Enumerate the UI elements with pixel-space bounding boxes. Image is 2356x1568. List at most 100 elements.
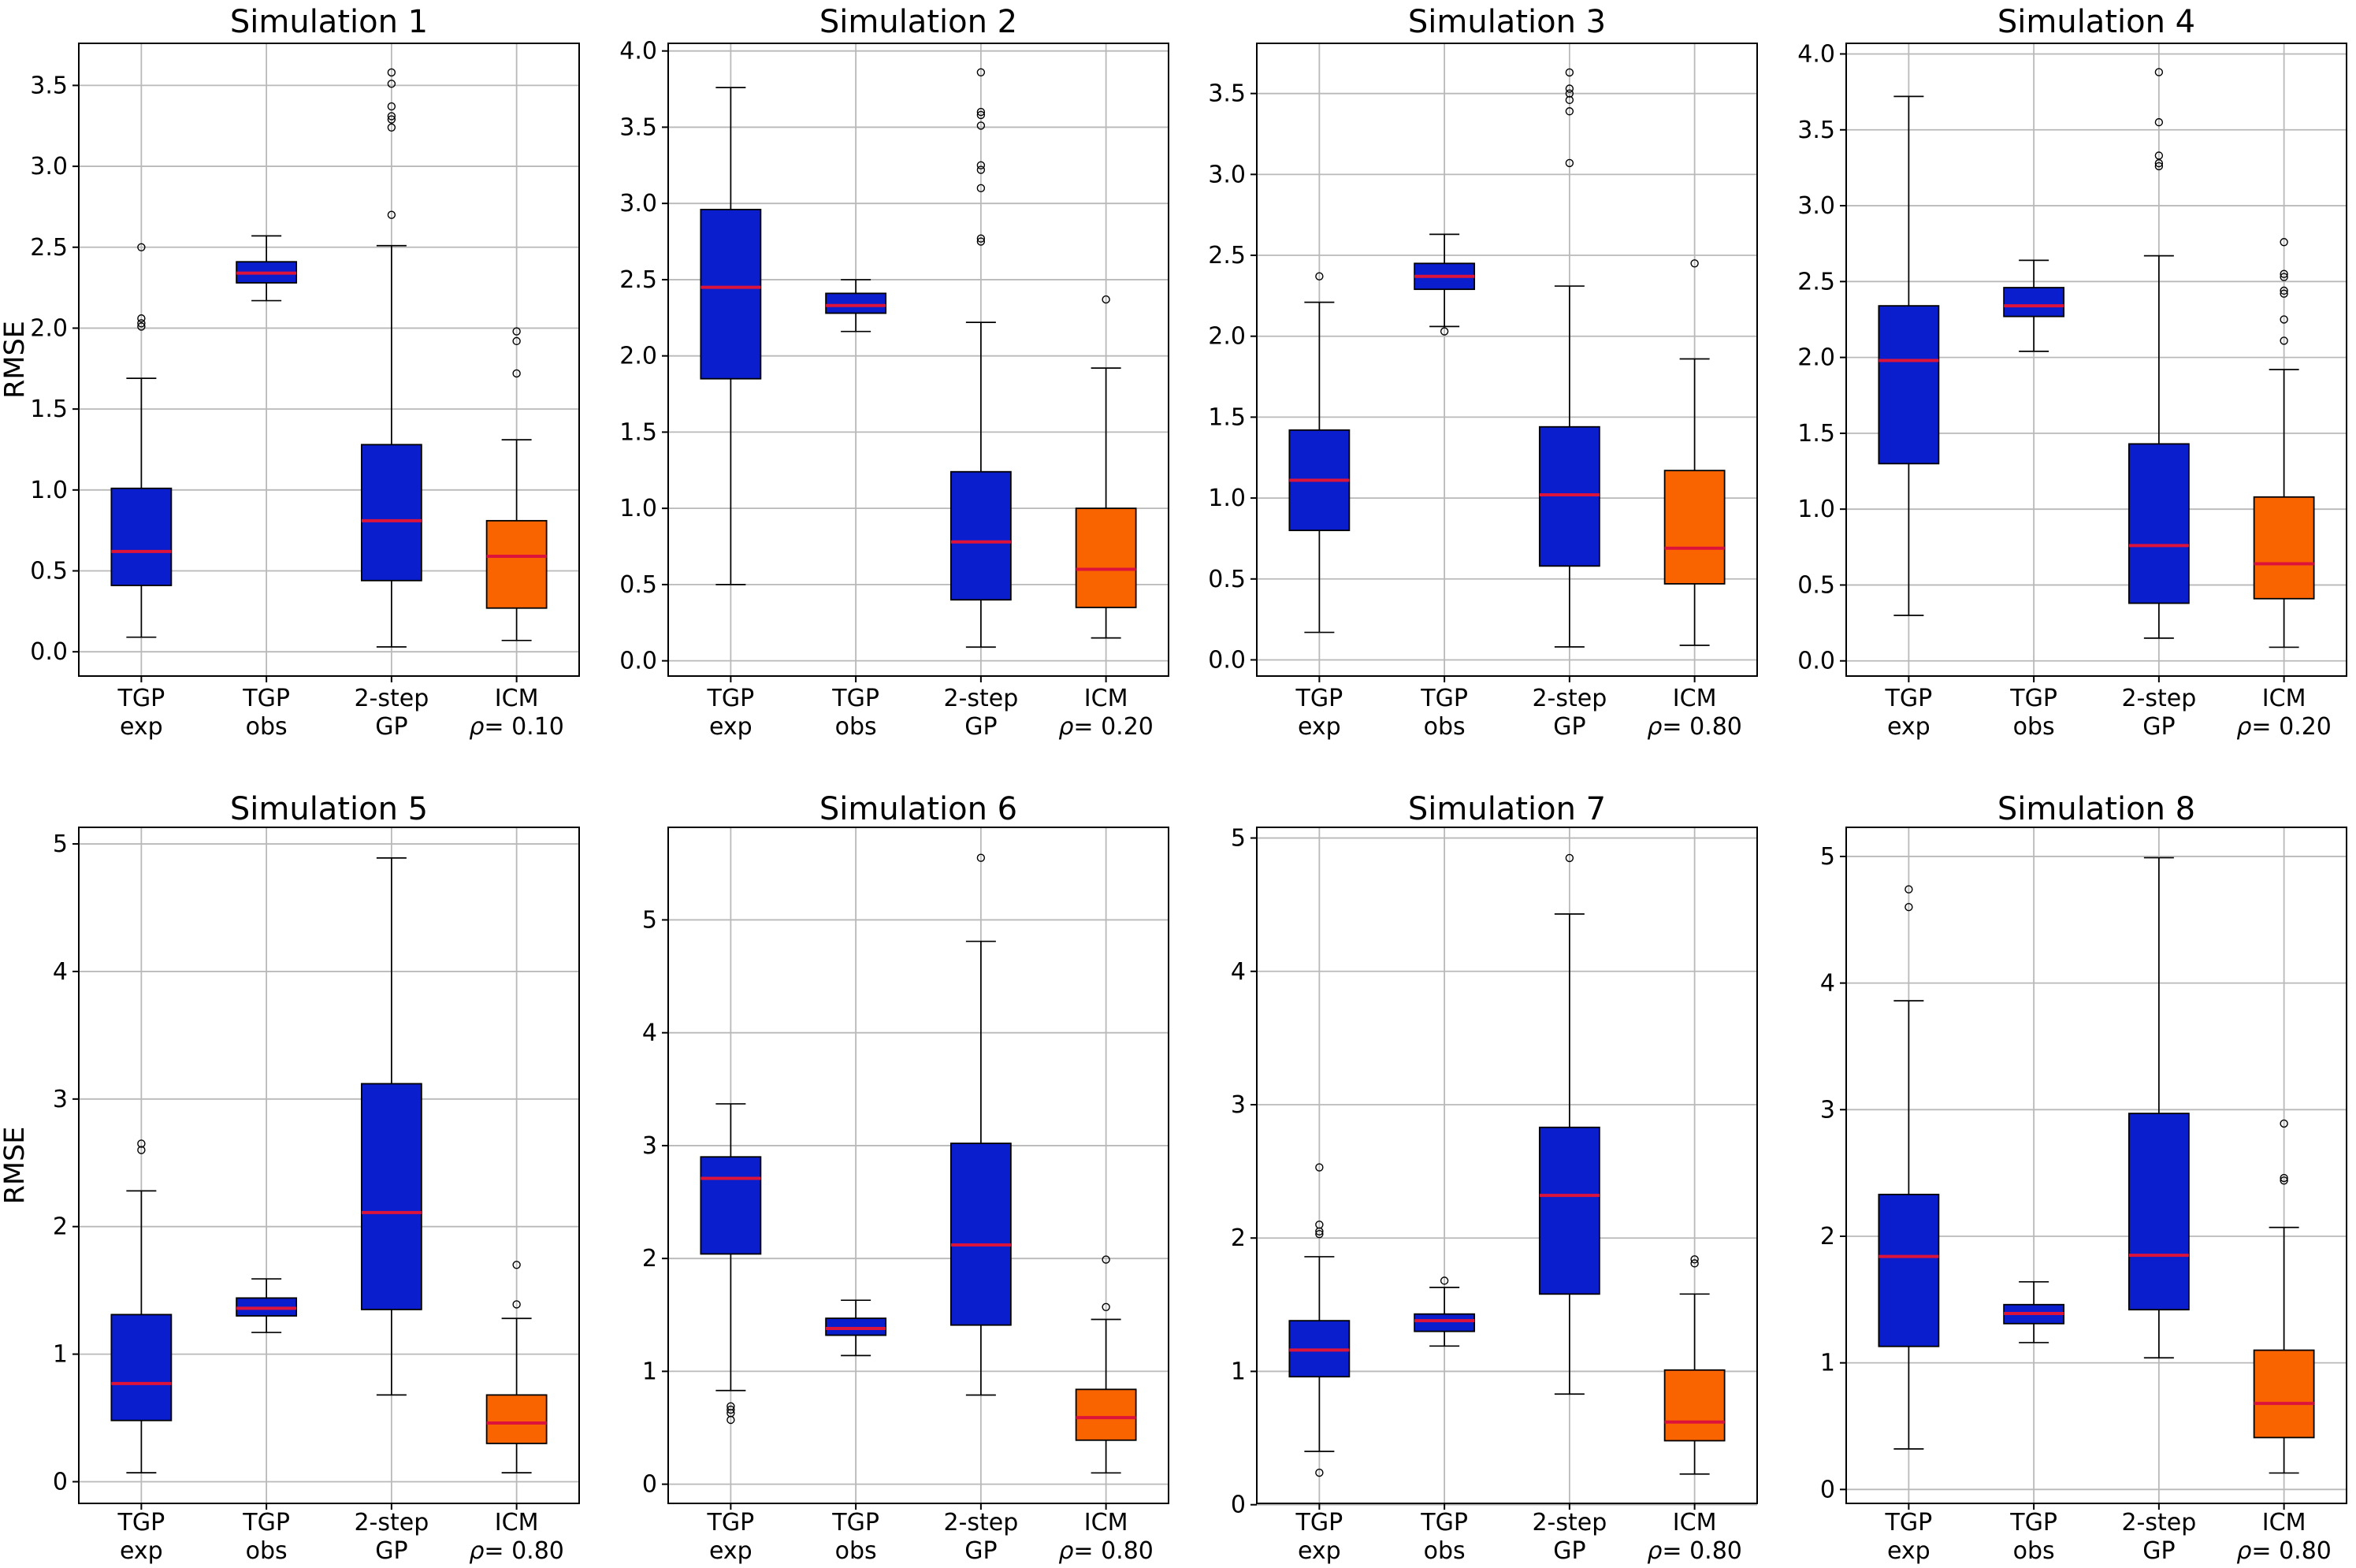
x-tick-label-line2: obs	[246, 1537, 288, 1565]
x-tick-label-line2: GP	[375, 1537, 407, 1565]
y-tick-label: 1.5	[1208, 403, 1246, 431]
outlier-point	[2154, 68, 2163, 76]
box-icm-rho-0-80	[1663, 259, 1726, 646]
x-tick-label-line1: TGP	[1420, 685, 1468, 712]
x-tick-label-line2: GP	[964, 713, 997, 741]
outlier-point	[2279, 1119, 2288, 1128]
y-tick-label: 3.5	[619, 113, 657, 141]
outlier-point	[976, 161, 985, 169]
x-tick-label-line2: ρ= 0.80	[469, 1537, 564, 1565]
outlier-point	[1315, 1221, 1324, 1229]
y-tick-label: 0.5	[1797, 571, 1835, 599]
box-icm-rho-0-80	[2253, 1119, 2315, 1474]
outlier-point	[387, 68, 396, 77]
outlier-point	[726, 1405, 735, 1414]
outlier-point	[387, 102, 396, 111]
x-tick-label-line2: exp	[1298, 713, 1341, 741]
y-tick-label: 3.5	[1797, 117, 1835, 144]
x-tick-label-line2: exp	[1298, 1537, 1341, 1565]
plot-title: Simulation 1	[230, 4, 428, 40]
x-tick-label-line2: ρ= 0.80	[1647, 713, 1742, 741]
y-tick-label: 1.0	[1208, 485, 1246, 512]
y-tick-label: 3	[1231, 1091, 1246, 1119]
x-tick-label-line1: TGP	[2009, 685, 2057, 712]
outlier-point	[2279, 286, 2288, 295]
y-tick-label: 1	[641, 1358, 656, 1385]
x-tick-label-line2: ρ= 0.80	[2236, 1537, 2332, 1565]
box-tgp-obs	[1414, 233, 1476, 336]
x-tick-label-line1: ICM	[1083, 685, 1128, 712]
box-tgp-exp	[110, 243, 173, 638]
y-tick-label: 2.5	[619, 266, 657, 294]
x-tick-label-line2: GP	[2142, 1537, 2175, 1565]
axis-frame	[1256, 43, 1758, 677]
axis-frame	[1845, 43, 2347, 677]
outlier-point	[976, 184, 985, 193]
y-tick-label: 0.0	[1797, 648, 1835, 675]
outlier-point	[976, 107, 985, 117]
outlier-point	[1904, 885, 1913, 894]
outlier-point	[2279, 269, 2288, 278]
y-axis: 0 1 2 3 4 5	[1819, 843, 1846, 1503]
y-tick-label: 2.0	[30, 314, 68, 342]
plot-title: Simulation 5	[230, 791, 428, 827]
box-2-step-gp	[949, 68, 1012, 648]
y-tick-label: 3.5	[30, 72, 68, 99]
outlier-point	[387, 80, 396, 88]
simulation-2-canvas: 0.00.51.01.52.02.53.03.54.0TGPexpTGPobs2…	[619, 4, 1169, 741]
subplot-simulation-1: 0.0 0.5 1.0 1.5 2.0 2.5 3.0 3.5 TGP exp TGP obs 2-st…	[0, 0, 589, 784]
y-tick-label: 1	[53, 1341, 68, 1369]
outlier-point	[387, 112, 396, 121]
simulation-4-canvas: 0.00.51.01.52.02.53.03.54.0TGPexpTGPobs2…	[1797, 4, 2347, 741]
x-tick-label-line1: TGP	[1295, 1509, 1343, 1536]
box-tgp-exp	[1877, 885, 1939, 1450]
subplot-simulation-8: 0 1 2 3 4 5 TGP exp TGP obs 2-step GP ICM ρ= 0.80 Simu…	[1767, 784, 2356, 1568]
box-icm-rho-0-80	[1075, 1255, 1137, 1474]
outlier-point	[2279, 238, 2288, 247]
outlier-point	[1690, 1255, 1699, 1264]
x-tick-label-line1: TGP	[1295, 685, 1343, 712]
box-icm-rho-0-20	[2253, 238, 2315, 648]
x-tick-label-line2: exp	[709, 713, 753, 741]
outlier-point	[2154, 162, 2163, 171]
y-tick-label: 1.5	[619, 418, 657, 446]
outlier-point	[512, 1261, 521, 1269]
y-tick-label: 1	[1819, 1350, 1834, 1377]
x-tick-label-line1: TGP	[242, 685, 290, 712]
outlier-point	[1315, 1229, 1324, 1239]
y-tick-label: 2	[53, 1213, 68, 1241]
x-tick-label-line2: exp	[120, 713, 163, 741]
x-tick-label-line1: TGP	[1884, 685, 1932, 712]
outlier-point	[1315, 1468, 1324, 1477]
outlier-point	[976, 237, 985, 246]
x-tick-label-line1: 2-step	[2121, 685, 2196, 712]
y-axis: 0 1 2 3 4 5	[1231, 825, 1257, 1519]
x-tick-label-line1: 2-step	[943, 1509, 1018, 1536]
box-2-step-gp	[1538, 68, 1600, 648]
x-tick-label-line2: obs	[834, 1537, 876, 1565]
box-tgp-exp	[1877, 95, 1939, 616]
y-axis: 0 1 2 3 4 5	[641, 906, 668, 1499]
x-tick-label-line2: obs	[1424, 713, 1466, 741]
box-tgp-obs	[236, 1278, 298, 1333]
y-tick-label: 2.5	[1208, 242, 1246, 269]
y-tick-label: 2.0	[619, 343, 657, 370]
outlier-point	[976, 234, 985, 243]
box-2-step-gp	[949, 853, 1012, 1396]
x-tick-label-line2: exp	[120, 1537, 163, 1565]
y-tick-label: 1.5	[1797, 420, 1835, 448]
outlier-point	[2279, 289, 2288, 298]
outlier-point	[1440, 327, 1449, 336]
x-tick-label-line1: TGP	[2009, 1509, 2057, 1536]
x-tick-label-line1: TGP	[831, 685, 879, 712]
outlier-point	[976, 110, 985, 120]
subplot-simulation-7: 0 1 2 3 4 5 TGP exp TGP obs 2-step GP ICM ρ= 0.80 Simu…	[1178, 784, 1767, 1568]
y-tick-label: 0.5	[1208, 566, 1246, 593]
